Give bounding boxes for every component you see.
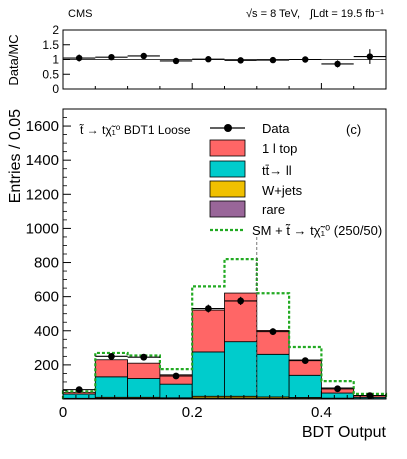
data-point	[172, 372, 180, 380]
bar-tt-ll	[191, 351, 225, 397]
legend-swatch-wjets	[209, 180, 246, 198]
main-y-tick-label: 1000	[26, 220, 59, 237]
ratio-point	[140, 52, 147, 60]
legend-label-wjets: W+jets	[262, 183, 303, 198]
bar-tt-ll	[288, 374, 322, 398]
bar-1-l-top	[94, 359, 129, 378]
legend-label-signal: SM + t̃ → tχ̃₁⁰ (250/50)	[252, 223, 382, 238]
signal-line	[61, 258, 388, 399]
ratio-point	[108, 53, 115, 61]
main-y-ticks: 200 400 600 800 1000 1200 1400 1600	[26, 117, 71, 391]
legend-item-signal: SM + t̃ → tχ̃₁⁰ (250/50)	[210, 223, 382, 238]
lumi-label: ∫Ldt = 19.5 fb⁻¹	[309, 8, 384, 20]
data-points	[63, 296, 386, 399]
data-point	[269, 328, 277, 336]
ratio-y-tick-label: 2	[52, 23, 59, 37]
ratio-y-tick-label: 1.5	[42, 38, 59, 52]
main-y-tick-label: 1600	[26, 118, 59, 135]
bar-1-l-top	[127, 362, 161, 379]
experiment-label: CMS	[68, 8, 92, 20]
ratio-y-axis-label: Data/MC	[6, 34, 21, 85]
legend-swatch-ttbar-ll	[209, 160, 246, 178]
bar-1-l-top	[191, 309, 225, 353]
stacked-histogram	[62, 292, 387, 400]
legend: Data 1 l top tt̄→ ll W+jets rare SM + t̃…	[209, 121, 382, 238]
legend-label-rare: rare	[262, 202, 285, 217]
legend-data-marker	[224, 124, 232, 132]
legend-label-data: Data	[262, 121, 290, 136]
ratio-point	[237, 57, 244, 64]
bar-tt-ll	[224, 341, 258, 397]
main-x-ticks: 0 0.2 0.4	[59, 391, 387, 421]
data-point	[301, 357, 309, 365]
main-y-tick-label: 800	[34, 255, 59, 272]
legend-item-ttbar-ll: tt̄→ ll	[209, 160, 292, 178]
legend-label-ttbar-ll: tt̄→ ll	[262, 163, 292, 178]
main-y-tick-label: 600	[34, 289, 59, 306]
ratio-point	[302, 56, 309, 63]
main-y-tick-label: 200	[34, 357, 59, 374]
main-panel: 200 400 600 800 1000 1200 1400 1600 0 0.2 0.4 t̃ …	[7, 108, 388, 441]
main-y-tick-label: 400	[34, 323, 59, 340]
ratio-point	[334, 60, 341, 68]
ratio-y-tick-label: 0.5	[42, 67, 59, 81]
y-axis-label: Entries / 0.05	[7, 109, 24, 203]
ratio-y-tick-label: 0	[52, 82, 59, 96]
main-y-tick-label: 1200	[26, 186, 59, 203]
main-y-tick-label: 1400	[26, 152, 59, 169]
ratio-point	[75, 54, 83, 62]
data-point	[334, 385, 341, 393]
data-point	[75, 386, 83, 394]
bar-tt-ll	[127, 378, 161, 398]
ratio-y-ticks: 00.511.52	[42, 23, 70, 96]
ratio-x-ticks	[62, 83, 387, 89]
bar-tt-ll	[159, 383, 193, 399]
ratio-panel: 00.511.52 Data/MC	[6, 23, 387, 96]
data-point	[366, 392, 374, 399]
legend-swatch-rare	[209, 200, 246, 218]
panel-label: (c)	[346, 122, 361, 137]
data-point	[108, 352, 115, 360]
legend-item-wjets: W+jets	[209, 180, 303, 198]
main-x-tick-label: 0.2	[182, 404, 203, 421]
bar-tt-ll	[320, 392, 355, 399]
data-point	[204, 305, 212, 312]
main-title: t̃ → tχ̃₁⁰ BDT1 Loose	[79, 122, 191, 137]
ratio-point	[366, 53, 374, 60]
ratio-y-tick-label: 1	[52, 53, 59, 67]
legend-swatch-1l-top	[209, 139, 246, 157]
ratio-point	[205, 56, 212, 63]
legend-item-data: Data	[210, 121, 290, 136]
bar-tt-ll	[62, 393, 96, 399]
legend-item-1l-top: 1 l top	[209, 139, 297, 157]
main-x-tick-label: 0.4	[311, 404, 332, 421]
energy-label: √s = 8 TeV,	[246, 8, 300, 20]
legend-item-rare: rare	[209, 200, 285, 218]
legend-label-1l-top: 1 l top	[262, 141, 297, 156]
bar-tt-ll	[94, 376, 129, 398]
ratio-points	[63, 49, 386, 68]
ratio-point	[269, 56, 277, 64]
main-x-tick-label: 0	[59, 404, 67, 421]
data-point	[237, 297, 245, 305]
x-axis-label: BDT Output	[302, 424, 387, 441]
ratio-point	[172, 57, 180, 65]
data-point	[140, 353, 148, 361]
bar-tt-ll	[256, 353, 290, 398]
